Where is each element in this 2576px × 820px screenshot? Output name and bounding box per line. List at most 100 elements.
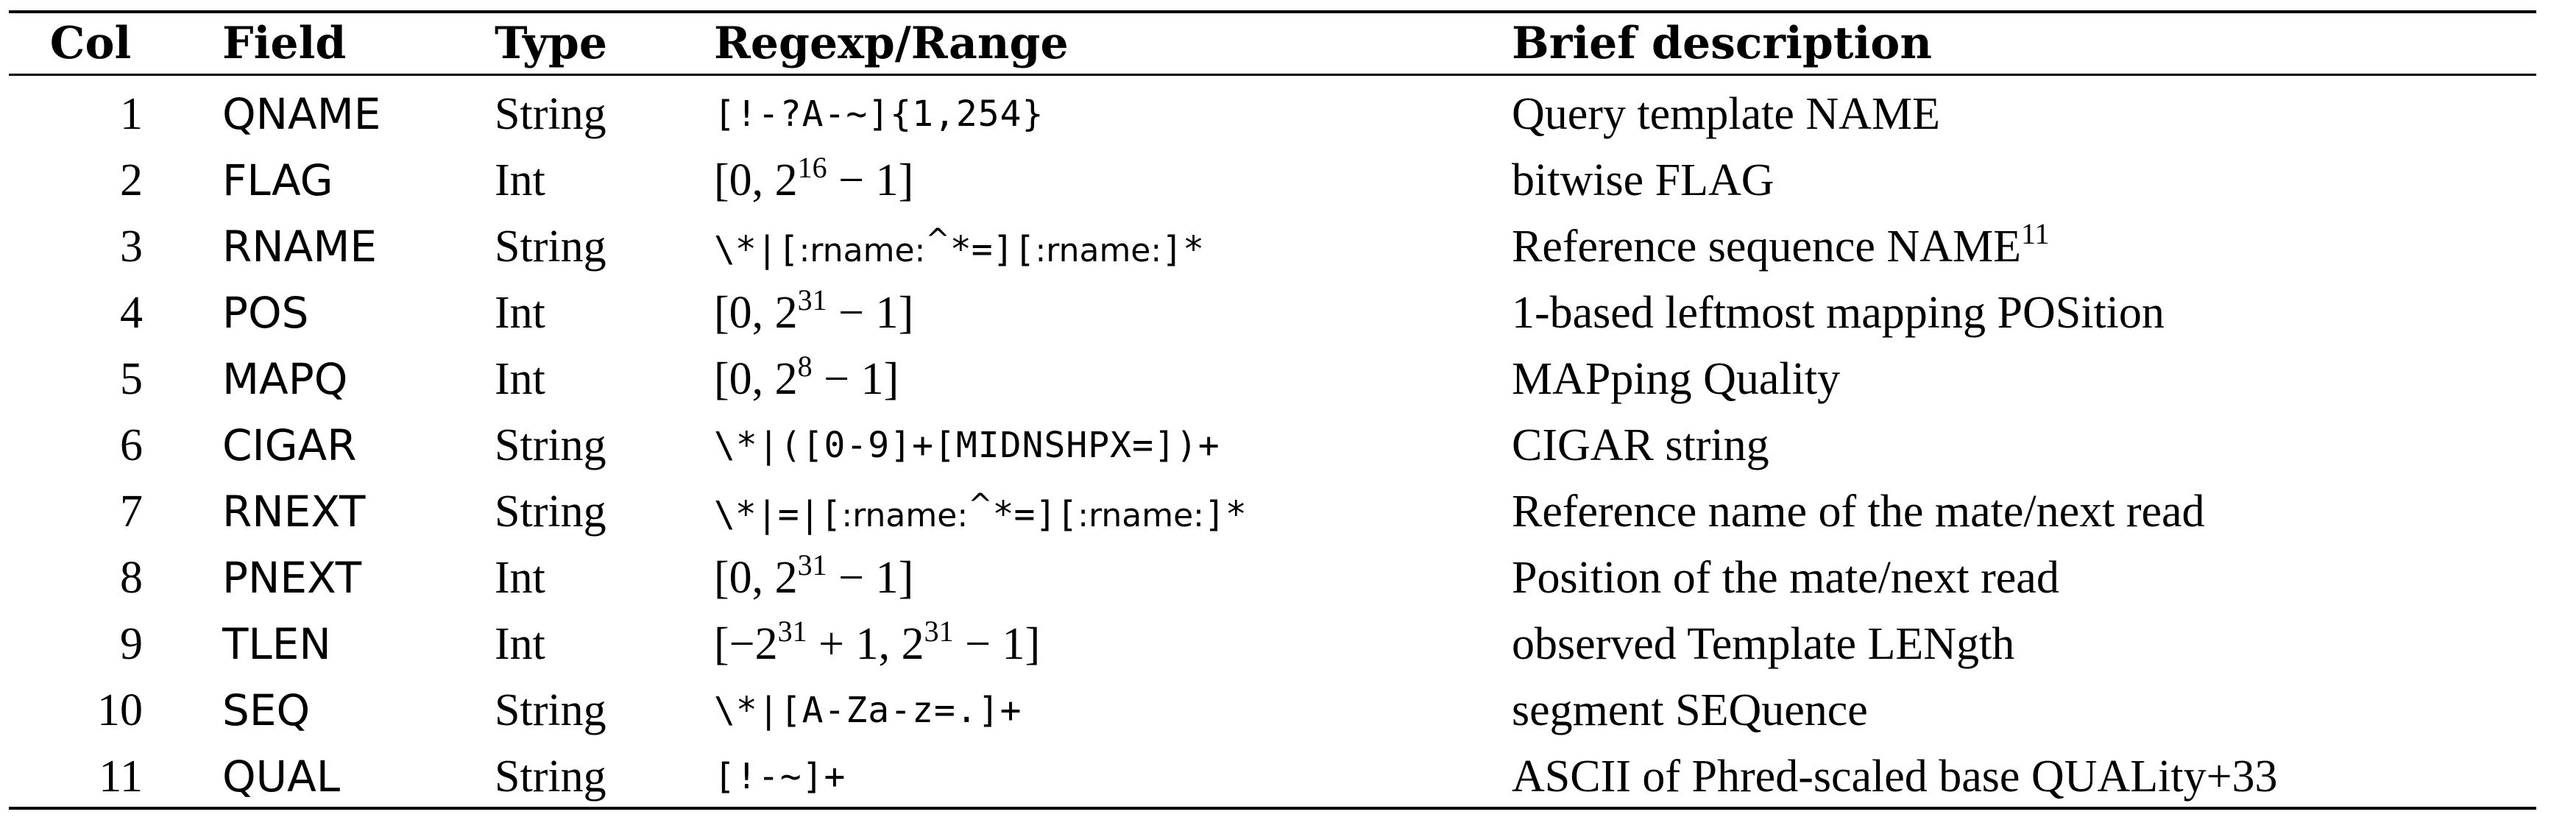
regexp-part: ]* [1204, 494, 1247, 535]
row-field-name: TLEN [222, 619, 331, 669]
table-row: 1 QNAME String [!-?A-~]{1,254} Query tem… [9, 74, 2536, 147]
range-high-tail: − 1 [827, 552, 899, 603]
range-high-base: 2 [774, 552, 798, 603]
regexp-part: \*|[ [714, 229, 799, 270]
regexp-part: \*|=|[ [714, 494, 842, 535]
row-type: String [495, 486, 606, 537]
row-type: String [495, 685, 606, 735]
row-type: Int [495, 155, 545, 205]
row-range: [0, 28 − 1] [663, 346, 1465, 412]
regexp-text: [!-~]+ [714, 756, 846, 797]
range-expression: [0, 231 − 1] [714, 548, 914, 603]
range-high-base: 2 [774, 353, 798, 404]
range-low: 0 [729, 155, 752, 205]
row-description: MAPping Quality [1512, 353, 1841, 404]
row-description: Reference name of the mate/next read [1512, 486, 2205, 537]
row-description: bitwise FLAG [1512, 155, 1774, 205]
bottom-rule [9, 807, 2536, 810]
range-high-tail: − 1 [827, 155, 899, 205]
row-col-number: 7 [120, 486, 143, 537]
range-high-exponent: 31 [924, 614, 954, 648]
regexp-class-name: :rname: [799, 232, 926, 269]
row-regexp: [!-~]+ [663, 743, 1465, 810]
range-expression: [0, 28 − 1] [714, 349, 899, 404]
row-type: Int [495, 353, 545, 404]
regexp-class-name: :rname: [1078, 497, 1204, 534]
regexp-text: \*|[A-Za-z=.]+ [714, 690, 1022, 731]
range-low-base: −2 [729, 618, 778, 669]
range-high-tail: − 1 [812, 353, 884, 404]
range-low: 0 [729, 287, 752, 338]
range-expression: [−231 + 1, 231 − 1] [714, 614, 1041, 669]
row-regexp: \*|=|[:rname:^*=][:rname:]* [663, 478, 1465, 545]
row-range: [0, 231 − 1] [663, 545, 1465, 611]
regexp-text: [!-?A-~]{1,254} [714, 93, 1044, 135]
range-high-exponent: 31 [797, 283, 827, 317]
regexp-part: *=][ [992, 494, 1078, 535]
table-row: 6 CIGAR String \*|([0-9]+[MIDNSHPX=])+ C… [9, 412, 2536, 478]
table-row: 11 QUAL String [!-~]+ ASCII of Phred-sca… [9, 743, 2536, 810]
row-regexp: \*|[A-Za-z=.]+ [663, 677, 1465, 743]
table-row: 10 SEQ String \*|[A-Za-z=.]+ segment SEQ… [9, 677, 2536, 743]
regexp-class-name: :rname: [1035, 232, 1162, 269]
range-high-exponent: 8 [797, 349, 813, 383]
row-regexp: \*|([0-9]+[MIDNSHPX=])+ [663, 412, 1465, 478]
row-field-name: RNAME [222, 222, 378, 272]
row-range: [0, 216 − 1] [663, 147, 1465, 213]
range-low-exponent: 31 [777, 614, 807, 648]
regexp-class-name: :rname: [841, 497, 969, 534]
table-row: 4 POS Int [0, 231 − 1] 1-based leftmost … [9, 280, 2536, 346]
row-type: String [495, 88, 606, 139]
row-col-number: 11 [99, 751, 143, 802]
row-field-name: FLAG [222, 155, 333, 205]
row-col-number: 4 [120, 287, 143, 338]
range-mid: + 1, 2 [807, 618, 924, 669]
row-regexp: [!-?A-~]{1,254} [663, 74, 1465, 147]
row-field-name: QUAL [222, 752, 341, 802]
row-description: Position of the mate/next read [1512, 552, 2059, 603]
range-low: 0 [729, 353, 752, 404]
row-col-number: 3 [120, 221, 143, 272]
header-field: Field [222, 18, 347, 69]
row-col-number: 10 [97, 685, 143, 735]
row-description: segment SEQuence [1512, 685, 1868, 735]
header-regexp-range: Regexp/Range [714, 18, 1069, 69]
regexp-text: \*|([0-9]+[MIDNSHPX=])+ [714, 425, 1220, 466]
row-description: Reference sequence NAME11 [1465, 213, 2536, 280]
table-row: 7 RNEXT String \*|=|[:rname:^*=][:rname:… [9, 478, 2536, 545]
row-field-name: QNAME [222, 89, 381, 139]
regexp-caret: ^ [968, 488, 993, 522]
row-description: Query template NAME [1512, 88, 1940, 139]
row-col-number: 2 [120, 155, 143, 205]
range-expression: [0, 231 − 1] [714, 283, 914, 338]
regexp-part: ]* [1161, 229, 1204, 270]
row-field-name: PNEXT [222, 553, 362, 603]
range-high-exponent: 31 [797, 548, 827, 582]
table-row: 9 TLEN Int [−231 + 1, 231 − 1] observed … [9, 611, 2536, 677]
row-description: observed Template LENgth [1512, 618, 2015, 669]
table-row: 8 PNEXT Int [0, 231 − 1] Position of the… [9, 545, 2536, 611]
description-text: Reference sequence NAME [1512, 221, 2021, 272]
row-field-name: SEQ [222, 685, 311, 735]
range-expression: [0, 216 − 1] [714, 150, 914, 205]
row-col-number: 9 [120, 618, 143, 669]
row-col-number: 5 [120, 353, 143, 404]
row-field-name: CIGAR [222, 420, 357, 470]
table-row: 2 FLAG Int [0, 216 − 1] bitwise FLAG [9, 147, 2536, 213]
header-type: Type [495, 18, 608, 69]
range-high-exponent: 16 [797, 150, 827, 184]
row-type: Int [495, 552, 545, 603]
range-high-base: 2 [774, 155, 798, 205]
range-high-base: 2 [774, 287, 798, 338]
row-description: CIGAR string [1512, 420, 1769, 470]
range-low: 0 [729, 552, 752, 603]
row-field-name: RNEXT [222, 487, 366, 537]
footnote-marker: 11 [2021, 216, 2050, 250]
range-high-tail: − 1 [827, 287, 899, 338]
row-field-name: POS [222, 288, 309, 338]
table-row: 3 RNAME String \*|[:rname:^*=][:rname:]*… [9, 213, 2536, 280]
row-col-number: 1 [120, 88, 143, 139]
sam-fields-table: Col Field Type Regexp/Range Brief descri… [9, 13, 2536, 810]
row-type: Int [495, 287, 545, 338]
